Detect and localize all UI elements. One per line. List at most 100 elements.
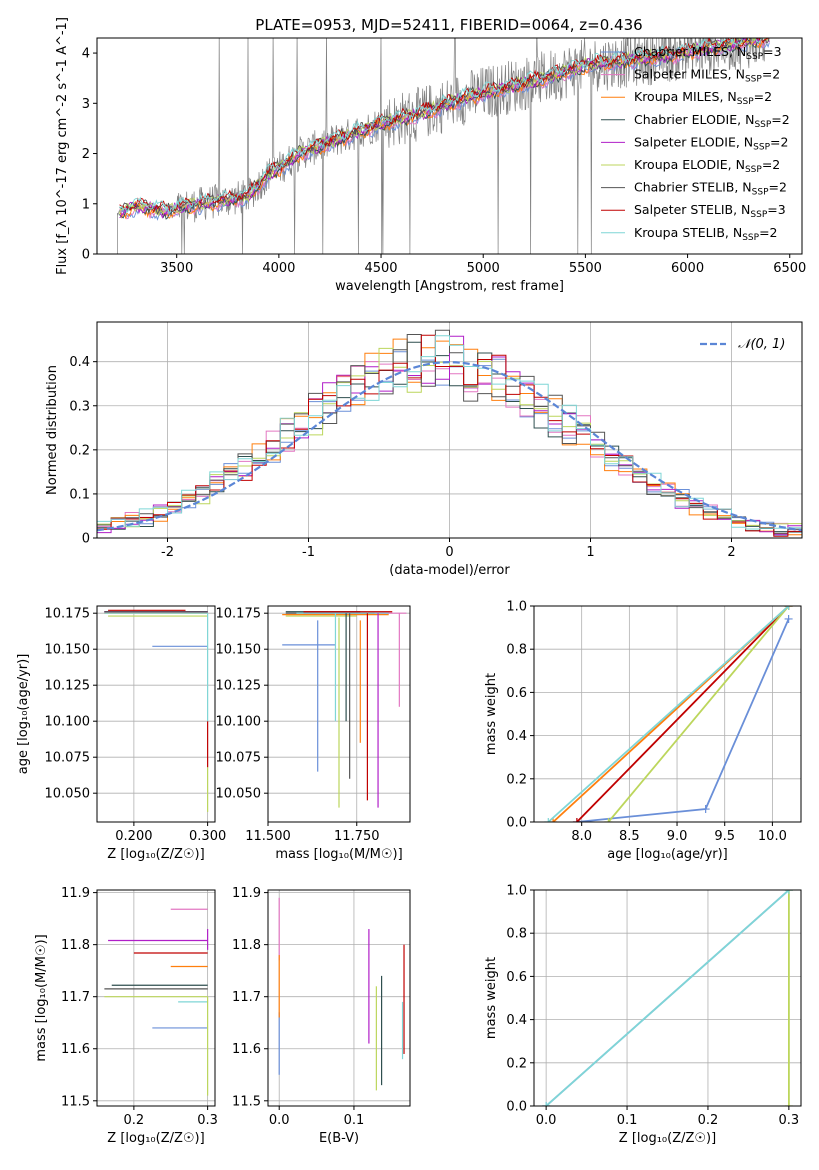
age-vs-mass-plot-area [282, 611, 407, 808]
x-tick-label: 11.750 [334, 829, 380, 844]
y-tick-label: 10.100 [216, 715, 262, 730]
legend-name: Kroupa ELODIE, N [634, 157, 745, 172]
series-marker [784, 606, 793, 610]
age-vs-Z-plot-area [104, 609, 209, 812]
mass-weight-vs-age-plot-area [544, 606, 793, 822]
legend-count: =2 [769, 180, 787, 195]
series-marker [544, 818, 553, 822]
legend-label: Salpeter ELODIE, NSSP=2 [634, 134, 788, 152]
y-tick-label: 10.050 [216, 787, 262, 802]
y-tick-label: 0.3 [69, 399, 90, 414]
y-tick-label: 0.4 [506, 729, 527, 744]
y-tick-label: 11.6 [232, 1042, 261, 1057]
x-tick-label: 0.2 [698, 1113, 719, 1128]
legend-name: Salpeter STELIB, N [634, 202, 750, 217]
legend-label: Salpeter STELIB, NSSP=3 [634, 202, 786, 220]
axes-frame [96, 37, 803, 255]
y-tick-label: 0.2 [506, 1056, 527, 1071]
x-tick-label: 0.3 [197, 1113, 218, 1128]
model-line-chabrier-stelib [119, 38, 770, 216]
x-tick-label: 4500 [364, 261, 397, 276]
figure-title: PLATE=0953, MJD=52411, FIBERID=0064, z=0… [255, 16, 642, 34]
x-tick-label: 9.0 [667, 829, 688, 844]
legend-subscript: SSP [754, 120, 771, 130]
y-tick-label: 11.9 [61, 886, 90, 901]
legend-subscript: SSP [742, 233, 759, 243]
legend-label: Chabrier STELIB, NSSP=2 [634, 180, 787, 198]
y-tick-label: 11.8 [61, 938, 90, 953]
x-tick-label: 0.0 [269, 1113, 290, 1128]
legend-label: Chabrier ELODIE, NSSP=2 [634, 112, 790, 130]
x-tick-label: 10.0 [758, 829, 787, 844]
mass-vs-Z-plot-area [104, 908, 209, 1096]
x-tick-label: 2 [727, 545, 735, 560]
y-tick-label: 11.5 [61, 1094, 90, 1109]
histogram-salpeter-elodie [97, 335, 802, 535]
x-tick-label: 5500 [569, 261, 602, 276]
axes-frame [267, 605, 411, 823]
legend-name: Kroupa STELIB, N [634, 225, 742, 240]
residual-histogram-plot-area [97, 329, 802, 537]
legend-subscript: SSP [753, 142, 770, 152]
legend-label: Kroupa ELODIE, NSSP=2 [634, 157, 780, 175]
y-tick-label: 0.2 [69, 443, 90, 458]
y-tick-label: 11.8 [232, 938, 261, 953]
axes-frame [96, 605, 216, 823]
y-tick-label: 10.175 [45, 607, 91, 622]
legend-subscript: SSP [752, 188, 769, 198]
axes-frame [533, 889, 802, 1107]
y-tick-label: 10.125 [45, 679, 91, 694]
y-tick-label: 10.100 [45, 715, 91, 730]
legend-subscript: SSP [746, 52, 763, 62]
series-marker [549, 818, 558, 822]
x-axis-label: Z [log₁₀(Z/Z☉)] [107, 1131, 204, 1146]
y-tick-label: 3 [82, 97, 90, 112]
y-tick-label: 10.125 [216, 679, 262, 694]
y-tick-label: 0.4 [506, 1013, 527, 1028]
axes-frame [267, 889, 411, 1107]
y-axis-label: Normed distribution [45, 365, 60, 495]
age-vs-mass-panel: 11.500 11.750 10.050 10.075 10.100 10.125 10.1… [216, 605, 411, 862]
legend-subscript: SSP [745, 75, 762, 85]
series-line [545, 890, 790, 1106]
y-tick-label: 1 [82, 197, 90, 212]
legend-count: =2 [762, 157, 780, 172]
legend-name: Chabrier MILES, N [634, 44, 746, 59]
y-tick-label: 11.5 [232, 1094, 261, 1109]
model-line-kroupa-stelib [119, 38, 765, 215]
histogram-kroupa-elodie [97, 347, 802, 528]
x-tick-label: 3500 [160, 261, 193, 276]
x-tick-label: 0.3 [779, 1113, 800, 1128]
y-tick-label: 0.6 [506, 686, 527, 701]
series-line [547, 606, 790, 822]
x-tick-label: 9.5 [714, 829, 735, 844]
age-vs-Z-panel: 0.200 0.300 10.050 10.075 10.100 10.125 10.150… [16, 605, 226, 862]
series-marker [784, 614, 793, 623]
x-axis-label: age [log₁₀(age/yr)] [607, 847, 728, 862]
x-axis-label: mass [log₁₀(M/M☉)] [275, 847, 402, 862]
histogram-salpeter-stelib [97, 334, 802, 537]
x-tick-label: 5000 [467, 261, 500, 276]
legend-count: =3 [763, 44, 781, 59]
x-axis-label: E(B-V) [319, 1131, 359, 1146]
series-marker [604, 818, 613, 822]
x-tick-label: 0.200 [115, 829, 152, 844]
x-axis-label: Z [log₁₀(Z/Z☉)] [107, 847, 204, 862]
x-tick-label: 6000 [671, 261, 704, 276]
axes-frame [96, 889, 216, 1107]
y-tick-label: 10.075 [216, 751, 262, 766]
y-tick-label: 0.8 [506, 643, 527, 658]
x-tick-label: -2 [161, 545, 174, 560]
series-line [576, 606, 790, 822]
y-tick-label: 2 [82, 147, 90, 162]
y-tick-label: 0 [82, 532, 90, 547]
legend-count: =2 [770, 134, 788, 149]
y-tick-label: 1.0 [506, 600, 527, 615]
legend-subscript: SSP [745, 165, 762, 175]
legend-name: Chabrier STELIB, N [634, 180, 752, 195]
y-axis-label: Flux [f_λ 10^-17 erg cm^-2 s^-1 A^-1] [55, 17, 70, 275]
y-tick-label: 11.7 [61, 990, 90, 1005]
